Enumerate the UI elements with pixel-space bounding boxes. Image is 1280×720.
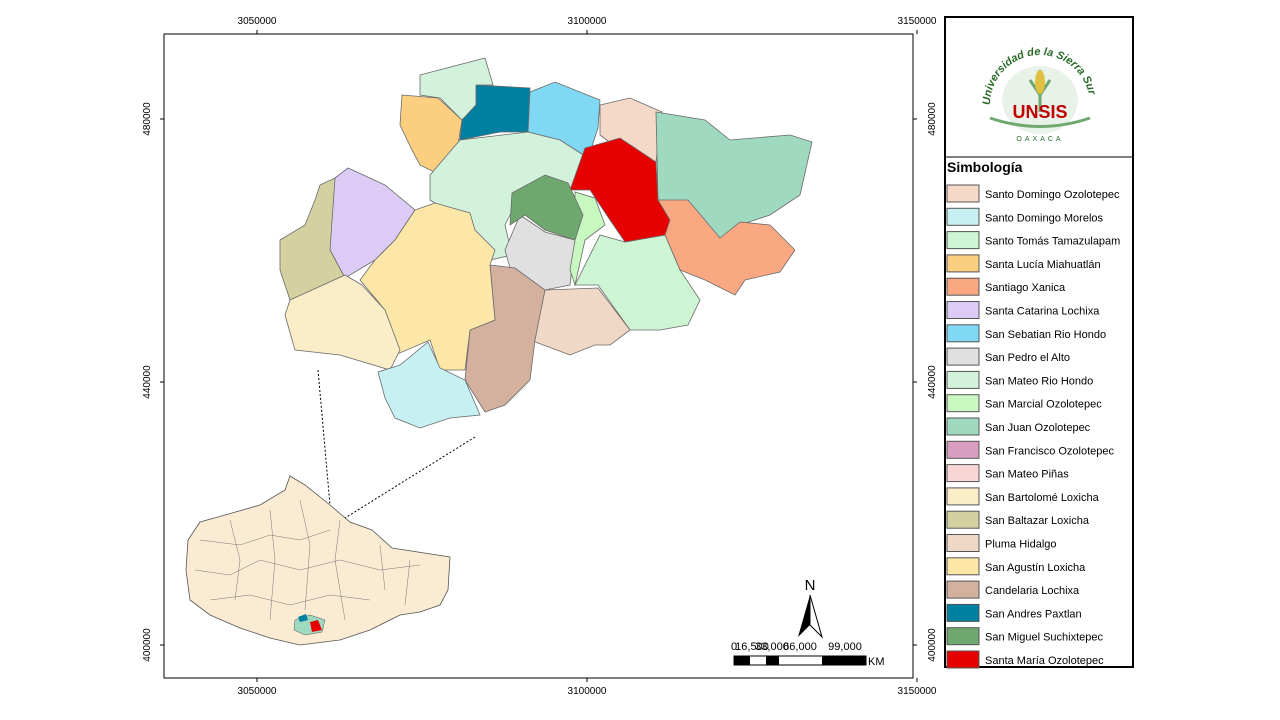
scale-label: 0 xyxy=(731,641,737,653)
scale-unit: KM xyxy=(868,656,885,668)
region xyxy=(377,341,481,429)
legend-swatch xyxy=(946,627,980,646)
x-tick-label: 3050000 xyxy=(238,16,277,27)
legend-swatch xyxy=(946,231,980,250)
scale-label: 99,000 xyxy=(828,641,862,653)
legend-swatch xyxy=(946,370,980,389)
legend-label: Pluma Hidalgo xyxy=(985,539,1057,551)
legend-swatch xyxy=(946,184,980,203)
y-tick-label: 400000 xyxy=(927,628,938,662)
legend-label: Santa Catarina Lochixa xyxy=(985,306,1100,318)
y-tick-label: 400000 xyxy=(142,628,153,662)
x-tick-label: 3150000 xyxy=(898,16,937,27)
scale-bar xyxy=(733,655,867,666)
legend-label: Santa Lucía Miahuatlán xyxy=(985,259,1101,271)
scale-label: 66,000 xyxy=(783,641,817,653)
legend-label: Santiago Xanica xyxy=(985,282,1066,294)
north-arrow: N xyxy=(798,577,824,639)
legend-swatch xyxy=(946,394,980,413)
legend-label: San Mateo Rio Hondo xyxy=(985,375,1093,387)
legend-swatch xyxy=(946,254,980,273)
legend-swatch xyxy=(946,301,980,319)
region xyxy=(359,202,496,371)
legend-swatch xyxy=(946,464,980,483)
legend-swatch xyxy=(946,580,980,599)
legend-label: San Sebatian Rio Hondo xyxy=(985,329,1106,341)
legend-swatch xyxy=(946,417,980,436)
region xyxy=(509,174,584,241)
legend-label: San Mateo Piñas xyxy=(985,469,1069,481)
legend-swatch xyxy=(946,207,980,226)
legend-swatch xyxy=(946,487,980,506)
regions xyxy=(279,57,813,429)
region xyxy=(529,287,631,356)
legend-label: San Bartolomé Loxicha xyxy=(985,492,1100,504)
y-tick-label: 480000 xyxy=(142,102,153,136)
x-tick-label: 3150000 xyxy=(898,686,937,697)
legend-swatch xyxy=(946,510,980,529)
legend-label: San Marcial Ozolotepec xyxy=(985,399,1102,411)
legend-swatch xyxy=(946,277,980,296)
legend-label: Santo Tomás Tamazulapam xyxy=(985,236,1120,248)
logo-acronym: UNSIS xyxy=(1012,102,1067,122)
legend-label: Santo Domingo Ozolotepec xyxy=(985,189,1120,201)
y-tick-label: 440000 xyxy=(927,365,938,399)
inset-map xyxy=(185,369,476,646)
legend-swatch xyxy=(946,347,980,366)
legend-label: San Pedro el Alto xyxy=(985,352,1070,364)
legend-swatch xyxy=(946,557,980,576)
legend-swatch xyxy=(946,650,980,669)
legend-swatch xyxy=(946,603,980,622)
y-tick-label: 440000 xyxy=(142,365,153,399)
legend-label: San Juan Ozolotepec xyxy=(985,422,1091,434)
north-label: N xyxy=(805,577,816,594)
legend-swatch xyxy=(946,440,980,459)
legend-label: Candelaria Lochixa xyxy=(985,585,1080,597)
legend-swatch xyxy=(946,534,980,552)
legend-label: San Miguel Suchixtepec xyxy=(985,632,1104,644)
x-tick-label: 3100000 xyxy=(568,686,607,697)
logo-state: OAXACA xyxy=(1016,136,1063,143)
legend-label: San Francisco Ozolotepec xyxy=(985,445,1115,457)
legend-label: Santo Domingo Morelos xyxy=(985,212,1104,224)
legend-title: Simbología xyxy=(947,159,1023,175)
legend-label: San Agustín Loxicha xyxy=(985,562,1086,574)
scale-label: 16,500 xyxy=(735,641,769,653)
scale-label: 33,000 xyxy=(755,641,789,653)
legend-label: Santa María Ozolotepec xyxy=(985,655,1104,667)
y-tick-label: 480000 xyxy=(927,102,938,136)
region xyxy=(569,137,671,243)
legend-swatch xyxy=(946,324,980,343)
region xyxy=(284,274,401,371)
x-tick-label: 3100000 xyxy=(568,16,607,27)
legend-label: San Andres Paxtlan xyxy=(985,608,1082,620)
x-tick-label: 3050000 xyxy=(238,686,277,697)
legend-label: San Baltazar Loxicha xyxy=(985,515,1090,527)
region xyxy=(504,214,576,291)
